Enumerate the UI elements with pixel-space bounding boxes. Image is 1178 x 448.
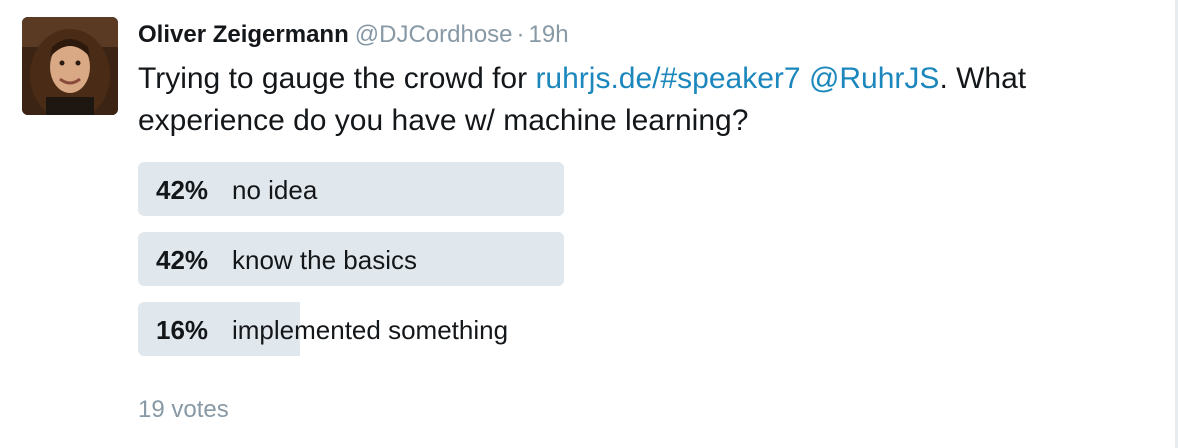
- poll-choice: 42% no idea: [138, 162, 564, 216]
- speaker-link[interactable]: ruhrjs.de/#speaker7: [535, 62, 801, 95]
- poll-result-bar: [138, 232, 564, 286]
- poll-percent: 42%: [156, 175, 209, 205]
- poll-result-bar: [138, 302, 300, 356]
- poll-choice-text: no idea: [232, 175, 318, 205]
- poll-percent: 42%: [156, 245, 209, 275]
- poll-result-bar: [138, 162, 564, 216]
- divider: [1175, 0, 1178, 448]
- mention-link[interactable]: @RuhrJS: [808, 62, 940, 95]
- author-handle[interactable]: @DJCordhose: [354, 21, 513, 48]
- poll-choice: 16% implemented something: [138, 302, 564, 356]
- poll-choice-text: implemented something: [232, 315, 509, 345]
- poll-choice-label: 42% know the basics: [156, 232, 417, 286]
- vote-count: 19 votes: [138, 396, 229, 423]
- separator-dot: ·: [516, 21, 525, 48]
- timestamp[interactable]: 19h: [528, 21, 569, 48]
- tweet-text: Trying to gauge the crowd for ruhrjs.de/…: [138, 58, 1138, 142]
- poll-choice-label: 16% implemented something: [156, 302, 508, 356]
- poll-percent: 16%: [156, 315, 209, 345]
- tweet-text-before: Trying to gauge the crowd for: [138, 62, 536, 95]
- poll-choice-text: know the basics: [232, 245, 417, 275]
- tweet-text-after: . What experience do you have w/ machine…: [138, 62, 1027, 137]
- poll: 42% no idea 42% know the basics 16% impleme…: [138, 162, 564, 372]
- poll-choice-label: 42% no idea: [156, 162, 317, 216]
- poll-choice: 42% know the basics: [138, 232, 564, 286]
- tweet-header: Oliver Zeigermann @DJCordhose · 19h: [138, 20, 569, 50]
- author-name[interactable]: Oliver Zeigermann: [138, 21, 349, 48]
- avatar[interactable]: [22, 17, 118, 115]
